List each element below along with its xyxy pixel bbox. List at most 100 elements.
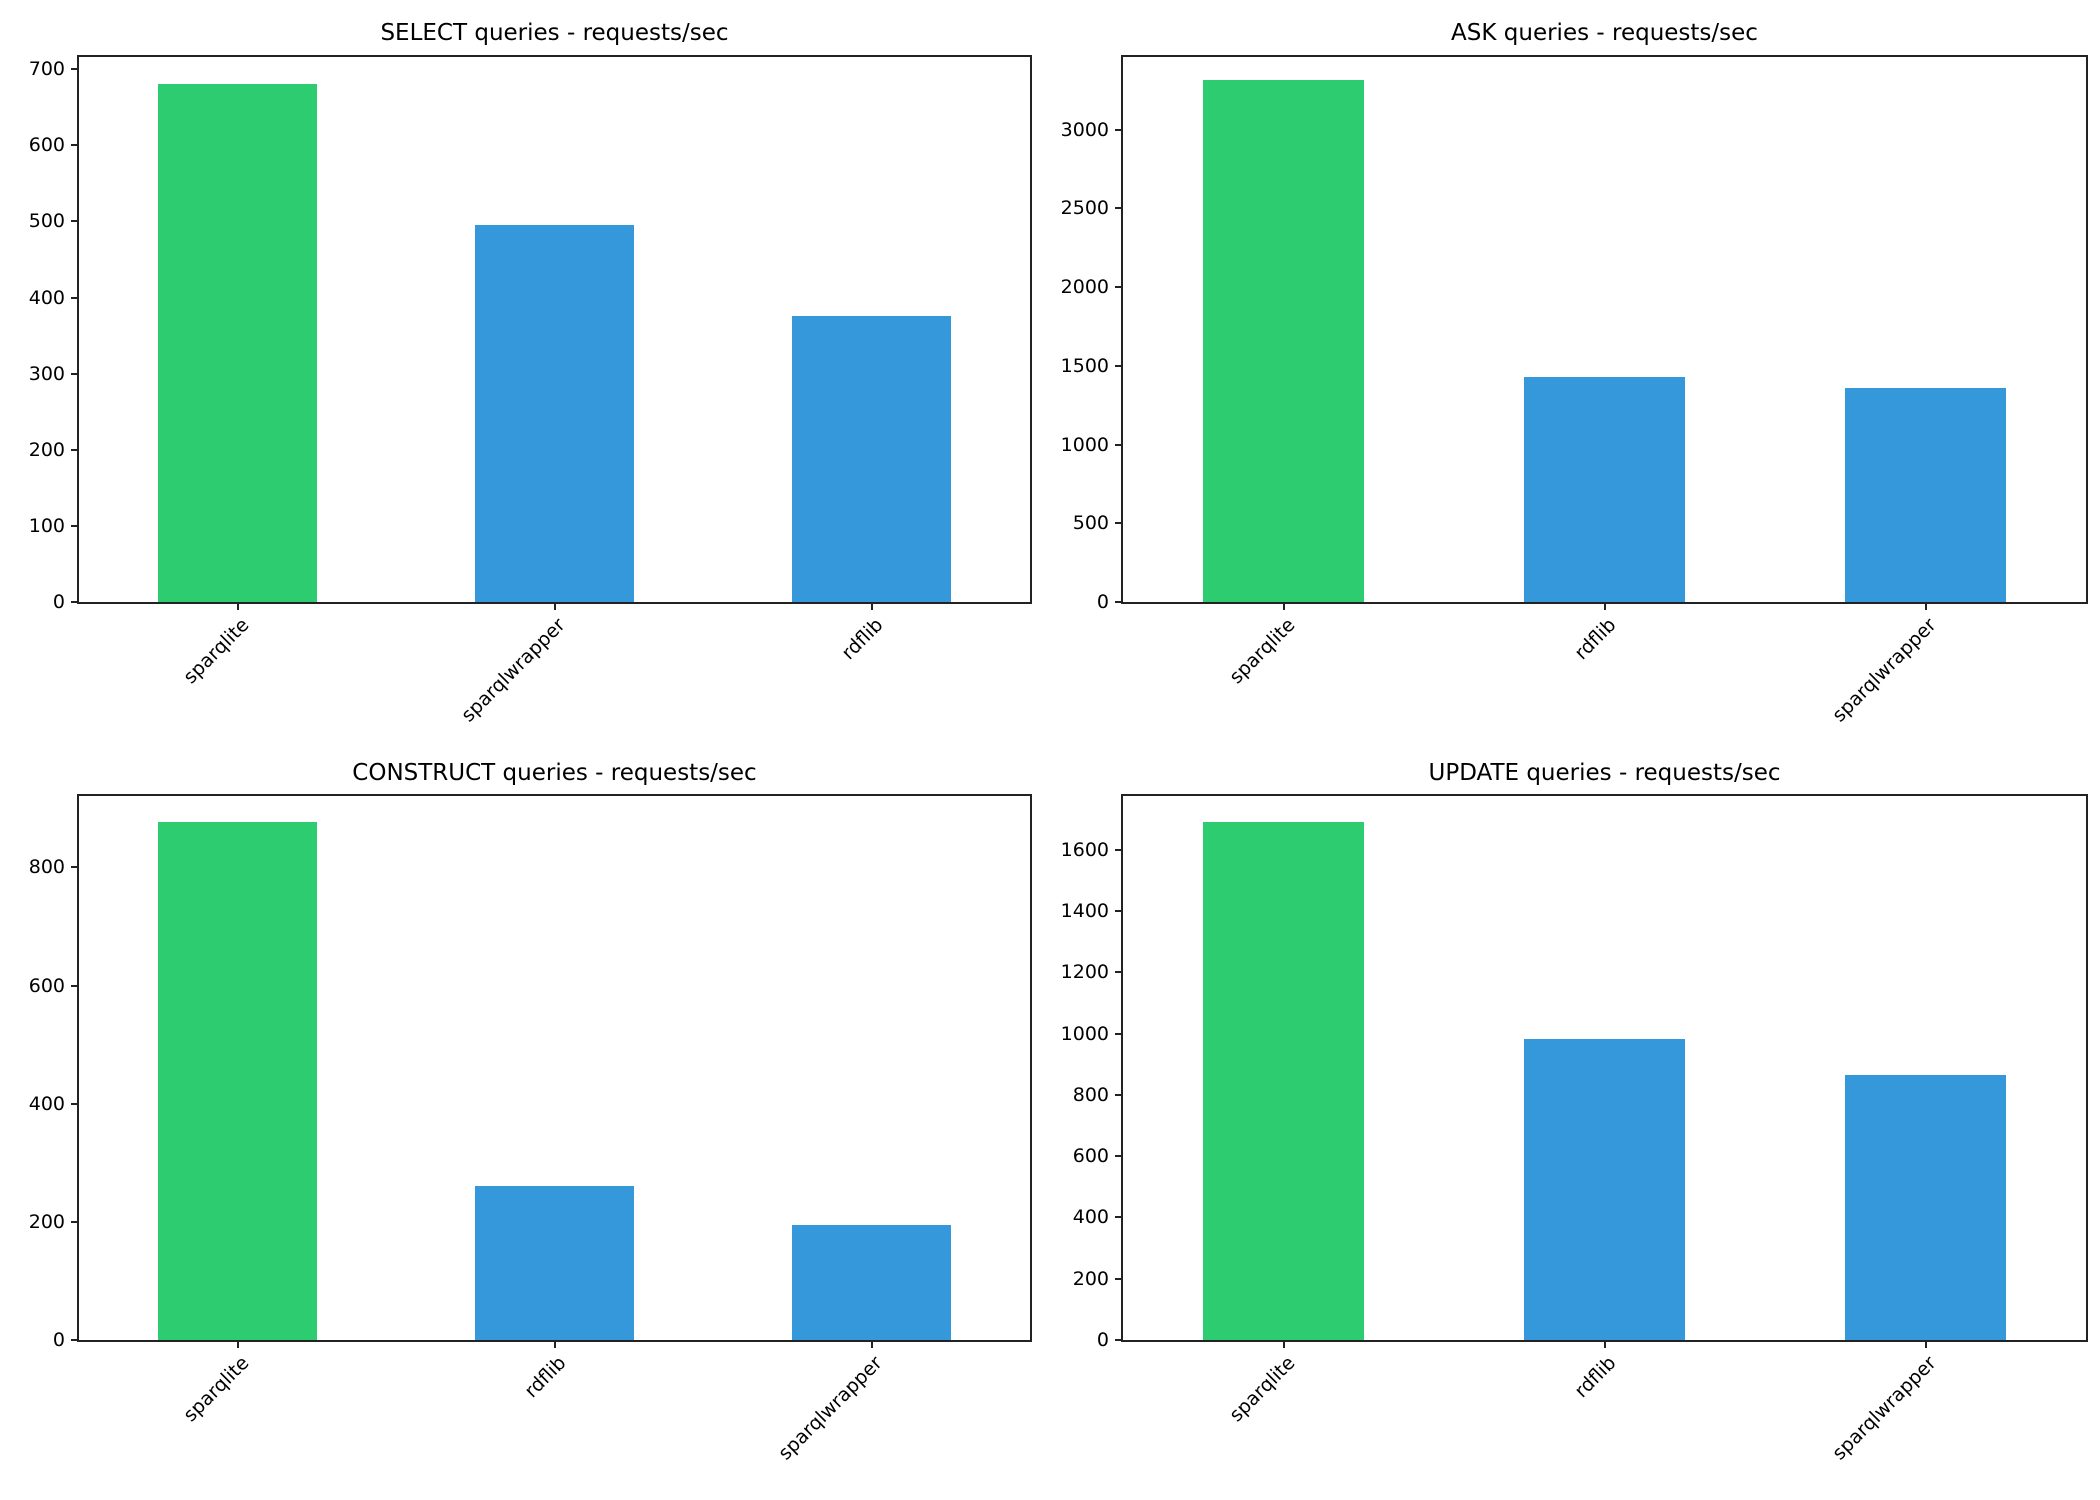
tick-mark — [1115, 910, 1123, 913]
tick-mark — [1115, 286, 1123, 289]
chart-title: SELECT queries - requests/sec — [380, 20, 729, 46]
plot-area: sparqlite sparqlwrapper rdflib 0 100 200 300 40… — [29, 55, 1032, 726]
tick-mark — [1282, 602, 1285, 610]
tick-mark — [553, 602, 556, 610]
tick-mark — [71, 448, 79, 451]
tick-mark — [1282, 1340, 1285, 1348]
y-tick-label: 3000 — [1060, 118, 1109, 141]
tick-mark — [71, 296, 79, 299]
y-tick-label: 1600 — [1060, 838, 1109, 861]
tick-mark — [71, 866, 79, 869]
y-tick-label: 0 — [52, 1329, 65, 1351]
y-tick-label: 500 — [28, 210, 65, 233]
x-tick-label: rdflib — [1569, 1352, 1621, 1403]
y-tick-label: 1200 — [1060, 961, 1109, 984]
chart-title: CONSTRUCT queries - requests/sec — [352, 760, 757, 786]
y-tick-label: 600 — [28, 134, 65, 157]
y-tick-label: 200 — [1072, 1267, 1109, 1290]
x-tick-label: sparqlwrapper — [457, 614, 571, 727]
tick-mark — [1115, 522, 1123, 525]
x-tick-label: sparqlite — [178, 614, 254, 689]
y-tick-label: 300 — [28, 362, 65, 385]
y-tick-label: 800 — [28, 856, 65, 879]
tick-mark — [236, 602, 239, 610]
plot-area: sparqlite rdflib sparqlwrapper 0 200 400 600 80… — [29, 794, 1032, 1464]
tick-mark — [1115, 364, 1123, 367]
y-tick-label: 1000 — [1060, 433, 1109, 456]
tick-mark — [870, 1340, 873, 1348]
y-tick-label: 600 — [1072, 1145, 1109, 1168]
y-tick-label: 100 — [28, 514, 65, 537]
tick-mark — [71, 220, 79, 223]
x-tick-label: sparqlwrapper — [774, 1352, 888, 1465]
y-tick-label: 400 — [1072, 1206, 1109, 1229]
y-tick-label: 400 — [28, 1092, 65, 1115]
y-tick-label: 0 — [1096, 591, 1109, 613]
bar-rdflib — [1524, 376, 1685, 602]
tick-mark — [71, 524, 79, 527]
tick-mark — [1115, 601, 1123, 603]
tick-mark — [1115, 848, 1123, 851]
tick-mark — [71, 1339, 79, 1341]
y-tick-label: 2500 — [1060, 197, 1109, 220]
x-tick-label: sparqlite — [178, 1352, 254, 1427]
x-tick-label: rdflib — [519, 1352, 571, 1403]
tick-mark — [1115, 1277, 1123, 1280]
select-chart: SELECT queries - requests/sec sparqlite s… — [29, 0, 1032, 750]
tick-mark — [1115, 1216, 1123, 1219]
y-tick-label: 400 — [28, 286, 65, 309]
x-tick-label: rdflib — [1569, 614, 1621, 665]
x-tick-label: sparqlite — [1224, 1352, 1300, 1427]
tick-mark — [1115, 1093, 1123, 1096]
y-tick-label: 600 — [28, 974, 65, 997]
bar-sparqlite — [158, 83, 317, 602]
y-tick-label: 0 — [52, 591, 65, 613]
tick-mark — [1603, 1340, 1606, 1348]
y-tick-label: 0 — [1096, 1329, 1109, 1351]
tick-mark — [870, 602, 873, 610]
bar-rdflib — [1524, 1038, 1685, 1340]
plot-area: sparqlite rdflib sparqlwrapper 0 500 1000 1500… — [1061, 55, 2088, 726]
tick-mark — [71, 372, 79, 375]
bar-sparqlite — [158, 822, 317, 1340]
tick-mark — [71, 984, 79, 987]
y-tick-label: 200 — [28, 1210, 65, 1233]
bar-sparqlwrapper — [1845, 387, 2006, 602]
bar-rdflib — [792, 315, 951, 602]
y-tick-label: 1500 — [1060, 354, 1109, 377]
tick-mark — [1115, 1155, 1123, 1158]
tick-mark — [1115, 1339, 1123, 1341]
tick-mark — [71, 68, 79, 71]
bar-sparqlwrapper — [792, 1225, 951, 1340]
tick-mark — [1924, 1340, 1927, 1348]
bar-rdflib — [475, 1186, 634, 1340]
bar-sparqlite — [1203, 79, 1364, 602]
tick-mark — [71, 144, 79, 147]
tick-mark — [1115, 971, 1123, 974]
x-tick-label: sparqlite — [1224, 614, 1300, 689]
bar-sparqlite — [1203, 822, 1364, 1340]
tick-mark — [71, 601, 79, 603]
tick-mark — [1115, 1032, 1123, 1035]
y-tick-label: 200 — [28, 438, 65, 461]
y-tick-label: 1000 — [1060, 1022, 1109, 1045]
x-tick-label: sparqlwrapper — [1828, 1352, 1942, 1465]
x-tick-label: sparqlwrapper — [1828, 614, 1942, 727]
x-tick-label: rdflib — [836, 614, 888, 665]
construct-chart: CONSTRUCT queries - requests/sec sparqli… — [29, 740, 1032, 1500]
y-tick-label: 1400 — [1060, 900, 1109, 923]
y-tick-label: 700 — [28, 58, 65, 81]
tick-mark — [1115, 207, 1123, 210]
plot-area: sparqlite rdflib sparqlwrapper 0 200 400 600 80… — [1061, 794, 2088, 1464]
tick-mark — [1115, 443, 1123, 446]
tick-mark — [236, 1340, 239, 1348]
chart-title: ASK queries - requests/sec — [1451, 20, 1758, 46]
y-tick-label: 800 — [1072, 1083, 1109, 1106]
y-tick-label: 2000 — [1060, 276, 1109, 299]
update-chart: UPDATE queries - requests/sec sparqlite r… — [1061, 740, 2088, 1500]
tick-mark — [1603, 602, 1606, 610]
y-tick-label: 500 — [1072, 512, 1109, 535]
tick-mark — [71, 1102, 79, 1105]
bar-sparqlwrapper — [1845, 1074, 2006, 1340]
